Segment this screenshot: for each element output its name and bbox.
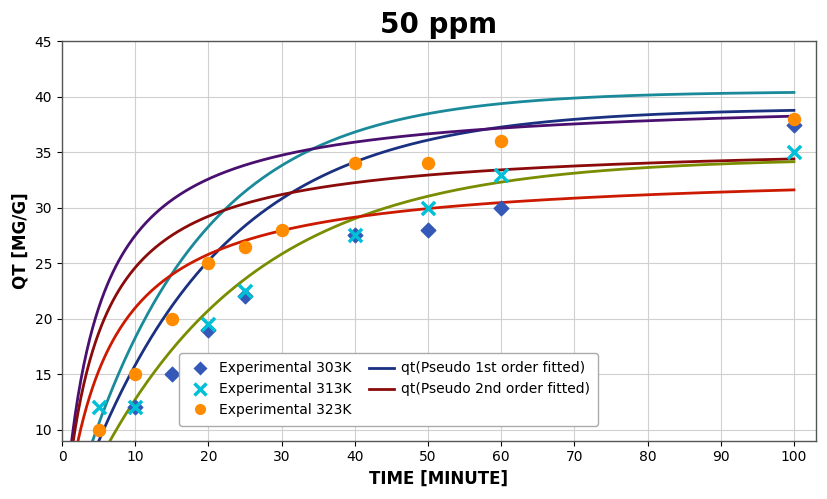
Point <box>238 287 251 295</box>
Point <box>495 204 508 212</box>
Point <box>238 243 251 250</box>
Y-axis label: QT [MG/G]: QT [MG/G] <box>11 193 29 289</box>
Point <box>495 171 508 179</box>
Point <box>128 370 141 378</box>
Point <box>422 226 435 234</box>
Point <box>238 292 251 300</box>
Point <box>787 115 801 123</box>
Point <box>202 320 215 328</box>
Point <box>165 315 179 323</box>
Point <box>128 403 141 411</box>
Legend: Experimental 303K, Experimental 313K, Experimental 323K, qt(Pseudo 1st order fit: Experimental 303K, Experimental 313K, Ex… <box>179 353 598 426</box>
Point <box>202 259 215 267</box>
Point <box>422 159 435 167</box>
Point <box>128 403 141 411</box>
Point <box>348 159 361 167</box>
Point <box>92 426 105 434</box>
Point <box>495 137 508 145</box>
Point <box>787 148 801 156</box>
X-axis label: TIME [MINUTE]: TIME [MINUTE] <box>370 470 509 488</box>
Point <box>165 370 179 378</box>
Point <box>92 403 105 411</box>
Point <box>348 232 361 240</box>
Point <box>202 326 215 334</box>
Point <box>275 226 288 234</box>
Title: 50 ppm: 50 ppm <box>380 11 498 39</box>
Point <box>422 204 435 212</box>
Point <box>787 121 801 129</box>
Point <box>348 232 361 240</box>
